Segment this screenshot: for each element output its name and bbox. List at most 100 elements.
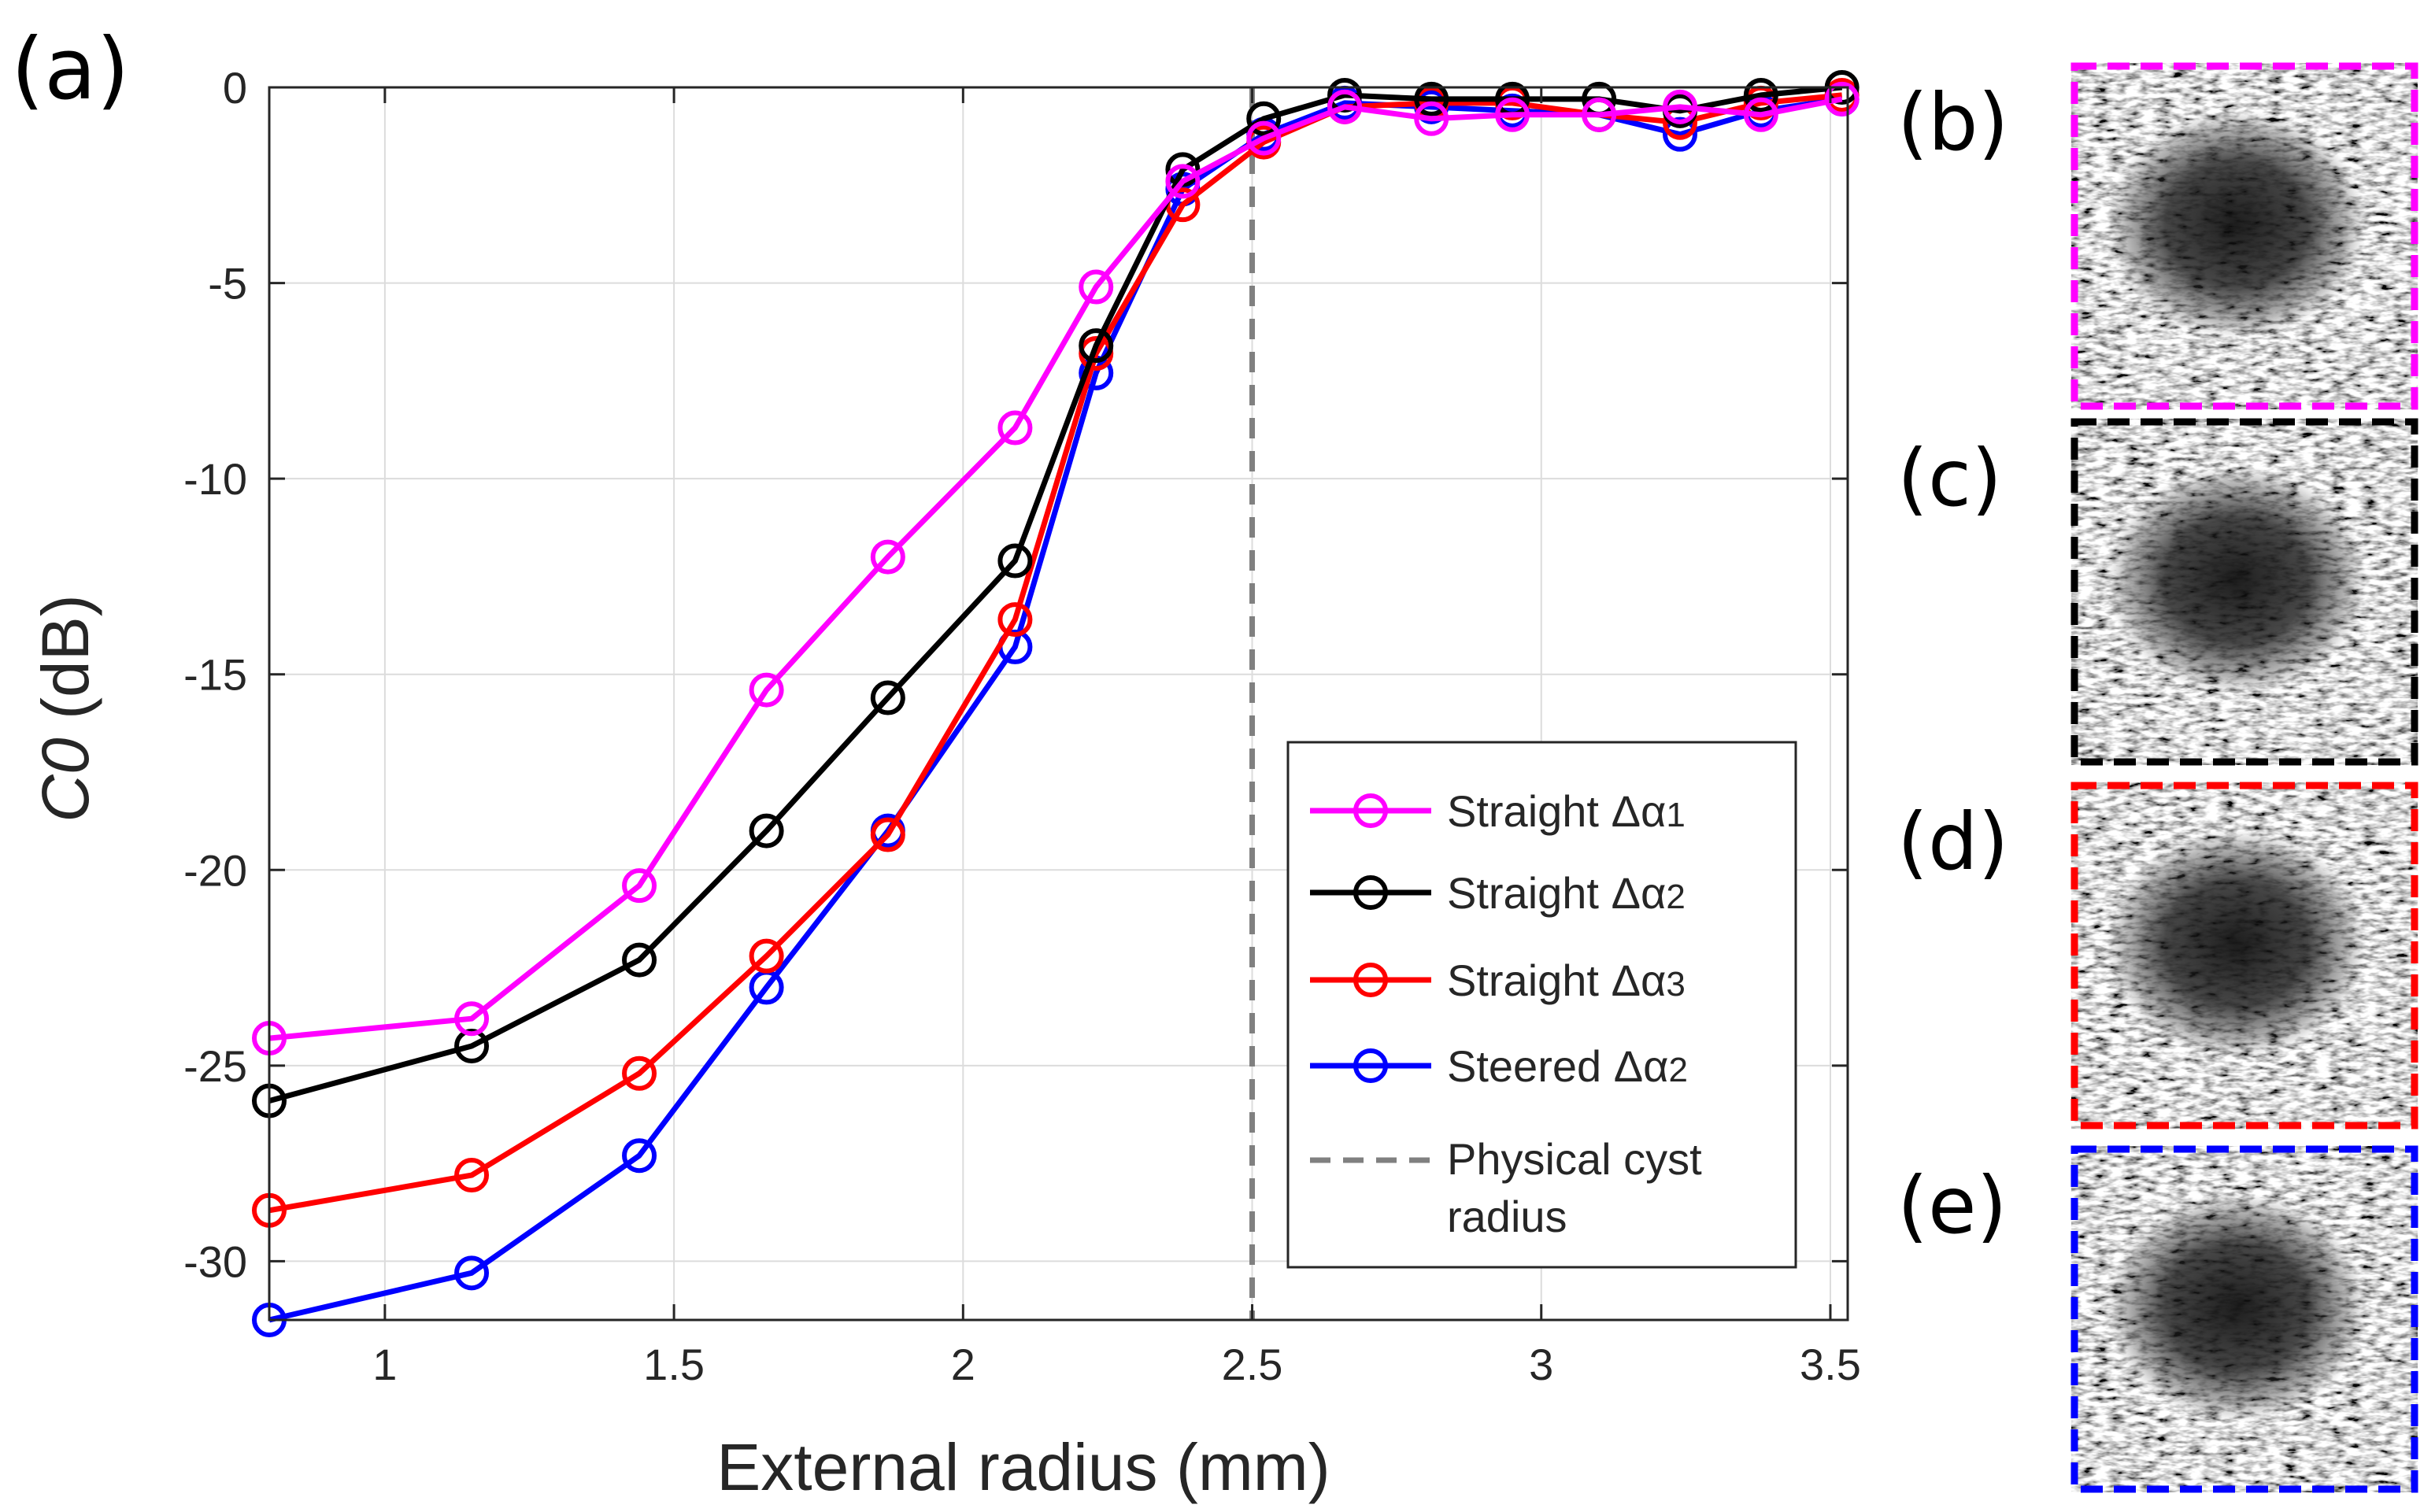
y-tick-label: -15 [183,650,247,700]
legend-label-subscript: 2 [1666,878,1685,916]
image-panel-label: (c) [1897,432,2002,524]
legend-label: Straight Δα3 [1447,956,1686,1005]
image-panel-border [2070,1145,2418,1493]
x-tick-label: 3.5 [1800,1340,1861,1389]
data-point [454,1255,490,1291]
x-axis-label: External radius (mm) [716,1430,1330,1504]
data-point [454,1029,490,1063]
legend-swatch-marker [1353,875,1388,910]
x-axis-ticks: 1 1.5 2 2.5 3 3.5 [372,87,1861,1389]
legend-label-greek: Δα [1612,956,1667,1005]
data-point [622,1055,657,1091]
image-panels: (b) (c) (d) (e) [1897,62,2418,1493]
y-axis-ticks: 0 -5 -10 -15 -20 -25 -30 [183,63,1848,1286]
data-point [622,868,657,904]
data-point [1743,97,1778,132]
legend-label: Straight Δα2 [1447,868,1686,918]
image-panel-label: (e) [1897,1159,2008,1251]
data-point [622,942,657,978]
cyst-region [2107,1193,2367,1421]
cyst-region [2107,830,2367,1058]
panel-label-a: (a) [11,20,129,119]
data-point [622,1138,657,1174]
image-panel-border [2070,418,2418,766]
data-point [1582,97,1617,132]
legend-entry-3: Steered Δα2 [1310,1041,1688,1091]
image-panel-border [2070,62,2418,410]
y-tick-label: -20 [183,845,247,895]
data-point [870,817,905,852]
legend-entry-2: Straight Δα3 [1310,956,1686,1005]
legend-box [1286,741,1797,1269]
series-layer [252,70,1860,1337]
y-tick-label: -5 [208,259,247,309]
data-point [997,543,1033,579]
y-tick-label: -30 [183,1237,247,1286]
legend-entry-0: Straight Δα1 [1310,786,1686,836]
data-point [749,813,784,848]
legend-reference-label-line2: radius [1447,1192,1567,1241]
data-point [1663,89,1698,124]
plot-area: 1 1.5 2 2.5 3 3.5 0 -5 -10 -15 -20 -25 -30 [183,63,1861,1389]
data-point [870,680,905,715]
x-tick-label: 2.5 [1222,1340,1283,1389]
legend-label: Straight Δα1 [1447,786,1686,836]
legend-label-name: Straight [1447,786,1612,836]
legend-reference-label-line1: Physical cyst [1447,1134,1702,1184]
data-point [1743,77,1778,113]
legend-label-greek: Δα [1612,868,1667,918]
x-tick-label: 2 [951,1340,975,1389]
image-panel-c: (c) [1897,418,2418,766]
legend-swatch-marker [1353,963,1388,997]
image-panel-label: (b) [1897,76,2009,168]
legend-label-subscript: 2 [1668,1051,1687,1089]
data-point [749,938,784,974]
image-panel-b: (b) [1897,62,2418,410]
y-axis-label: C0 (dB) [28,594,102,822]
image-panel-e: (e) [1897,1145,2418,1493]
plot-frame [268,86,1849,1322]
data-point [1414,101,1449,136]
y-tick-label: -10 [183,454,247,504]
data-point [1495,97,1530,132]
data-point [749,970,784,1005]
y-axis-label-unit: (dB) [28,594,102,738]
data-point [1079,269,1114,305]
series-straight-1 [252,81,1860,1056]
data-point [1079,328,1114,364]
image-panel-border [2070,782,2418,1129]
data-point [1327,77,1363,113]
data-point [749,672,784,708]
data-point [870,539,905,575]
data-point [1824,81,1860,116]
series-line [268,92,1843,1214]
image-panel-d: (d) [1897,782,2418,1129]
data-point [1165,164,1201,199]
data-point [1327,89,1363,124]
image-panel-label: (d) [1897,796,2009,888]
x-tick-label: 1.5 [643,1340,705,1389]
data-point [1246,120,1282,156]
legend-label-greek: Δα [1614,1041,1669,1091]
cyst-region [2107,110,2367,338]
y-axis-label-symbol: C0 [28,738,102,823]
x-tick-label: 3 [1529,1340,1553,1389]
data-point [454,1158,490,1193]
x-tick-label: 1 [372,1340,397,1389]
data-point [1414,81,1449,116]
series-straight-2 [252,70,1860,1118]
y-tick-label: -25 [183,1041,247,1091]
legend-entry-1: Straight Δα2 [1310,868,1686,918]
series-line [268,96,1843,1041]
series-line [268,84,1843,1104]
legend-swatch-marker [1353,793,1388,828]
legend-label-greek: Δα [1612,786,1667,836]
data-point [997,410,1033,445]
data-point [1663,116,1698,152]
data-point [1246,101,1282,136]
y-tick-label: 0 [223,63,247,113]
data-point [997,602,1033,638]
